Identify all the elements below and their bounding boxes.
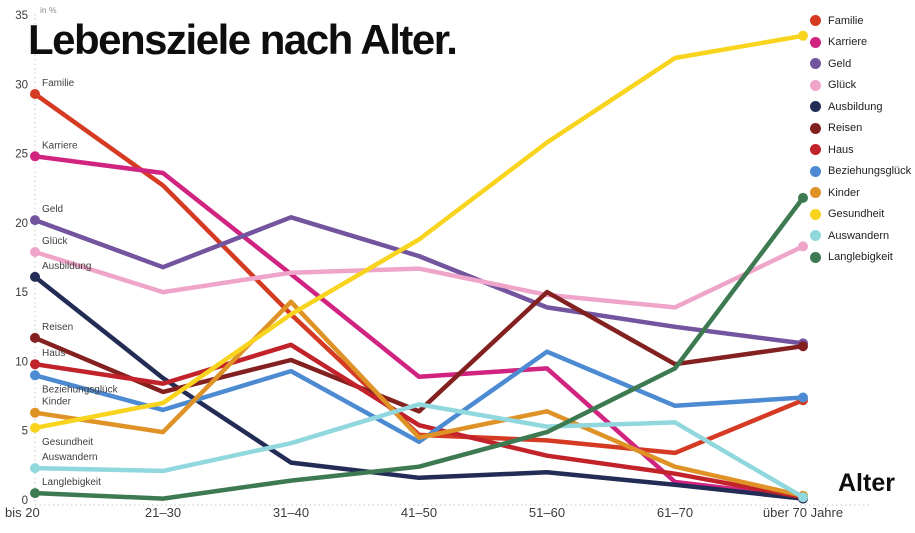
- legend-label-glck: Glück: [828, 79, 857, 92]
- legend-item-geld: Geld: [810, 53, 911, 75]
- legend-color-dot-haus: [810, 144, 821, 156]
- legend-item-karriere: Karriere: [810, 32, 911, 54]
- series-endpoint-dot-beziehungsglck: [30, 370, 40, 381]
- legend-item-glck: Glück: [810, 75, 911, 97]
- series-line-familie: [32, 91, 806, 456]
- legend-color-dot-karriere: [810, 36, 821, 48]
- series-start-label-beziehungsglck: Beziehungsglück: [42, 384, 119, 395]
- x-axis-title: Alter: [838, 469, 895, 497]
- legend-label-gesundheit: Gesundheit: [828, 208, 885, 221]
- series-endpoint-dot-geld: [30, 215, 40, 226]
- x-tick-label: 21–30: [145, 505, 181, 520]
- y-tick-label: 5: [22, 426, 28, 438]
- legend-label-langlebigkeit: Langlebigkeit: [828, 251, 893, 264]
- x-tick-label: 31–40: [273, 505, 309, 520]
- series-endpoint-dot-auswandern: [30, 463, 40, 474]
- legend-item-reisen: Reisen: [810, 118, 911, 140]
- series-start-label-auswandern: Auswandern: [42, 452, 98, 463]
- legend-color-dot-glck: [810, 79, 821, 91]
- y-tick-label: 15: [15, 287, 28, 299]
- series-line-ausbildung: [32, 274, 806, 501]
- series-endpoint-dot-glck: [798, 241, 808, 252]
- x-tick-label: 41–50: [401, 505, 437, 520]
- series-start-label-geld: Geld: [42, 204, 63, 215]
- legend-label-ausbildung: Ausbildung: [828, 100, 883, 113]
- series-line-auswandern: [32, 402, 806, 500]
- series-endpoint-dot-glck: [30, 247, 40, 257]
- series-line-geld: [32, 215, 806, 346]
- x-tick-label: über 70 Jahre: [763, 505, 843, 520]
- series-endpoint-dot-karriere: [30, 151, 40, 162]
- series-line-kinder: [32, 299, 806, 499]
- legend-color-dot-familie: [810, 15, 821, 27]
- series-start-label-familie: Familie: [42, 78, 75, 89]
- legend-label-karriere: Karriere: [828, 36, 868, 49]
- series-endpoint-dot-auswandern: [798, 492, 808, 503]
- legend-label-reisen: Reisen: [828, 122, 863, 135]
- series-start-label-haus: Haus: [42, 348, 65, 359]
- series-start-label-kinder: Kinder: [42, 397, 72, 408]
- series-endpoint-dot-kinder: [30, 407, 40, 418]
- legend-label-haus: Haus: [828, 143, 854, 156]
- legend-color-dot-langlebigkeit: [810, 251, 821, 263]
- series-endpoint-dot-gesundheit: [30, 422, 40, 433]
- series-line-beziehungsglck: [32, 349, 806, 445]
- y-tick-label: 35: [15, 10, 28, 22]
- legend-item-beziehungsglck: Beziehungsglück: [810, 161, 911, 183]
- legend-color-dot-ausbildung: [810, 101, 821, 113]
- legend: Familie Karriere Geld Glück Ausbildung Reisen…: [810, 10, 911, 268]
- legend-label-geld: Geld: [828, 57, 852, 70]
- y-axis-unit-label: in %: [40, 5, 57, 15]
- legend-label-auswandern: Auswandern: [828, 229, 890, 242]
- y-tick-label: 20: [15, 218, 28, 230]
- series-endpoint-dot-haus: [30, 359, 40, 370]
- legend-item-gesundheit: Gesundheit: [810, 204, 911, 226]
- legend-label-familie: Familie: [828, 14, 864, 27]
- legend-item-ausbildung: Ausbildung: [810, 96, 911, 118]
- series-line-haus: [32, 342, 806, 500]
- legend-color-dot-geld: [810, 58, 821, 70]
- series-start-label-glck: Glück: [42, 236, 69, 247]
- legend-color-dot-kinder: [810, 187, 821, 199]
- series-endpoint-dot-langlebigkeit: [798, 192, 808, 203]
- legend-label-beziehungsglck: Beziehungsglück: [828, 165, 912, 178]
- legend-label-kinder: Kinder: [828, 186, 860, 199]
- series-endpoint-dot-beziehungsglck: [798, 392, 808, 403]
- chart-title: Lebensziele nach Alter.: [28, 16, 458, 63]
- y-tick-label: 30: [15, 79, 28, 91]
- series-endpoint-dot-ausbildung: [30, 271, 40, 282]
- legend-item-haus: Haus: [810, 139, 911, 161]
- legend-color-dot-auswandern: [810, 230, 821, 242]
- series-endpoint-dot-langlebigkeit: [30, 488, 40, 499]
- y-tick-label: 10: [15, 356, 28, 368]
- x-tick-label: 51–60: [529, 505, 565, 520]
- series-endpoint-dot-reisen: [30, 332, 40, 343]
- series-endpoint-dot-familie: [30, 89, 40, 99]
- y-tick-label: 25: [15, 149, 28, 161]
- legend-color-dot-reisen: [810, 122, 821, 134]
- x-tick-label: 61–70: [657, 505, 693, 520]
- y-tick-label: 0: [22, 495, 28, 507]
- series-start-label-gesundheit: Gesundheit: [42, 437, 93, 448]
- series-endpoint-dot-gesundheit: [798, 30, 808, 41]
- series-line-reisen: [32, 289, 806, 414]
- series-start-label-langlebigkeit: Langlebigkeit: [42, 477, 101, 488]
- series-line-glck: [32, 244, 806, 310]
- legend-item-langlebigkeit: Langlebigkeit: [810, 247, 911, 269]
- series-line-karriere: [32, 154, 806, 500]
- series-start-label-karriere: Karriere: [42, 140, 78, 151]
- legend-color-dot-gesundheit: [810, 208, 821, 220]
- series-start-label-reisen: Reisen: [42, 322, 73, 333]
- legend-item-familie: Familie: [810, 10, 911, 32]
- x-tick-label: bis 20: [5, 505, 40, 520]
- legend-color-dot-beziehungsglck: [810, 165, 821, 177]
- series-line-gesundheit: [32, 33, 806, 431]
- series-line-langlebigkeit: [32, 195, 806, 501]
- legend-item-auswandern: Auswandern: [810, 225, 911, 247]
- series-endpoint-dot-reisen: [798, 341, 808, 352]
- series-start-label-ausbildung: Ausbildung: [42, 261, 91, 272]
- legend-item-kinder: Kinder: [810, 182, 911, 204]
